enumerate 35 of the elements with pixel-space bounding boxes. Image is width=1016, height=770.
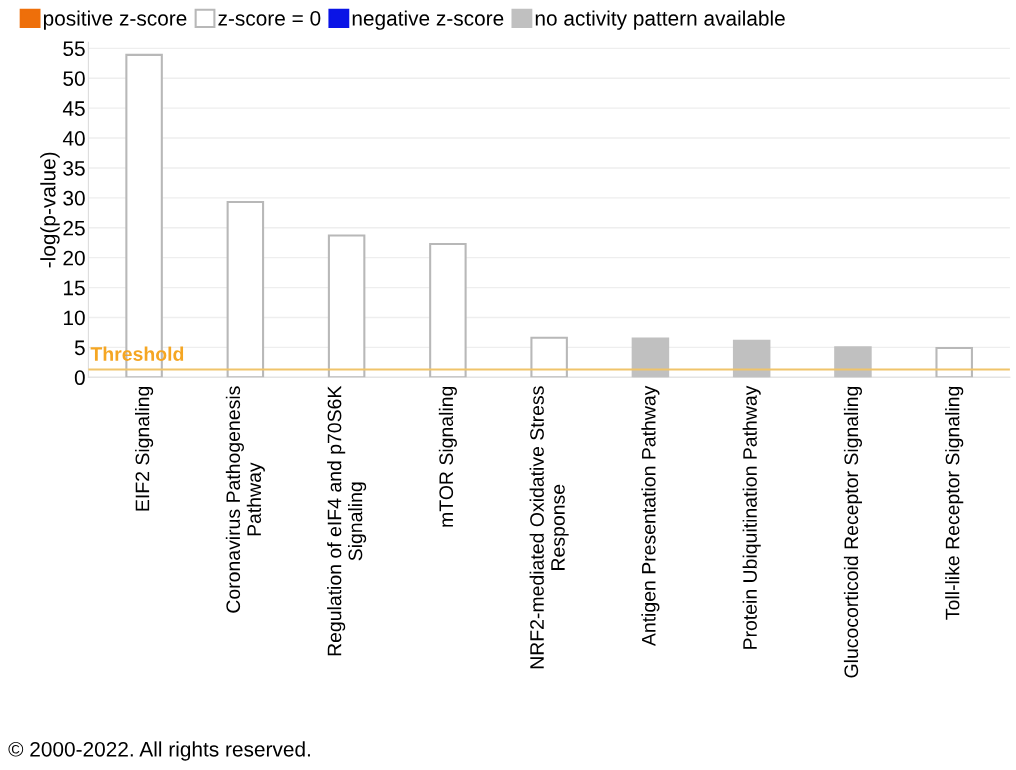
- legend-label: positive z-score: [43, 10, 187, 30]
- bar: [631, 337, 670, 378]
- x-tick-label: Antigen Presentation Pathway: [641, 385, 660, 647]
- y-tick-label: 15: [64, 280, 85, 296]
- y-tick-label: 0: [74, 370, 85, 386]
- bar: [429, 242, 467, 378]
- y-tick-label: 25: [63, 220, 85, 236]
- bar: [732, 339, 771, 378]
- legend-label: negative z-score: [352, 10, 504, 30]
- y-tick-label: 30: [63, 190, 85, 206]
- y-tick-label: 40: [62, 131, 85, 146]
- bar: [834, 346, 872, 378]
- y-tick-label: 20: [63, 250, 85, 266]
- x-tick-label: EIF2 Signaling: [135, 386, 154, 511]
- y-tick-label: 45: [62, 101, 85, 116]
- y-tick-label: 5: [74, 340, 85, 356]
- x-tick-label: Protein Ubiquitination Pathway: [742, 385, 761, 649]
- y-tick-label: 35: [63, 160, 85, 176]
- bar: [530, 336, 568, 378]
- legend-label: z-score = 0: [218, 10, 321, 26]
- x-tick-label: Regulation of eIF4 and p70S6K Signaling: [327, 385, 367, 656]
- text: © 2000-2022. All rights reserved.: [8, 741, 310, 761]
- x-tick-label: NRF2-mediated Oxidative Stress Response: [529, 386, 569, 669]
- ref-line-label: Threshold: [90, 346, 184, 361]
- x-tick-label: mTOR Signaling: [438, 386, 457, 527]
- legend-label: no activity pattern available: [535, 10, 785, 30]
- y-tick-label: 50: [63, 71, 85, 86]
- x-tick-label: Coronavirus Pathogenesis Pathway: [225, 386, 265, 613]
- bar: [226, 201, 265, 378]
- y-tick-label: 10: [64, 310, 85, 326]
- bar: [327, 234, 366, 378]
- x-tick-label: Toll-like Receptor Signaling: [945, 386, 964, 620]
- y-tick-label: 55: [63, 41, 85, 57]
- x-tick-label: Glucocorticoid Receptor Signaling: [843, 386, 863, 678]
- y-axis-title: -log(p-value): [40, 152, 60, 268]
